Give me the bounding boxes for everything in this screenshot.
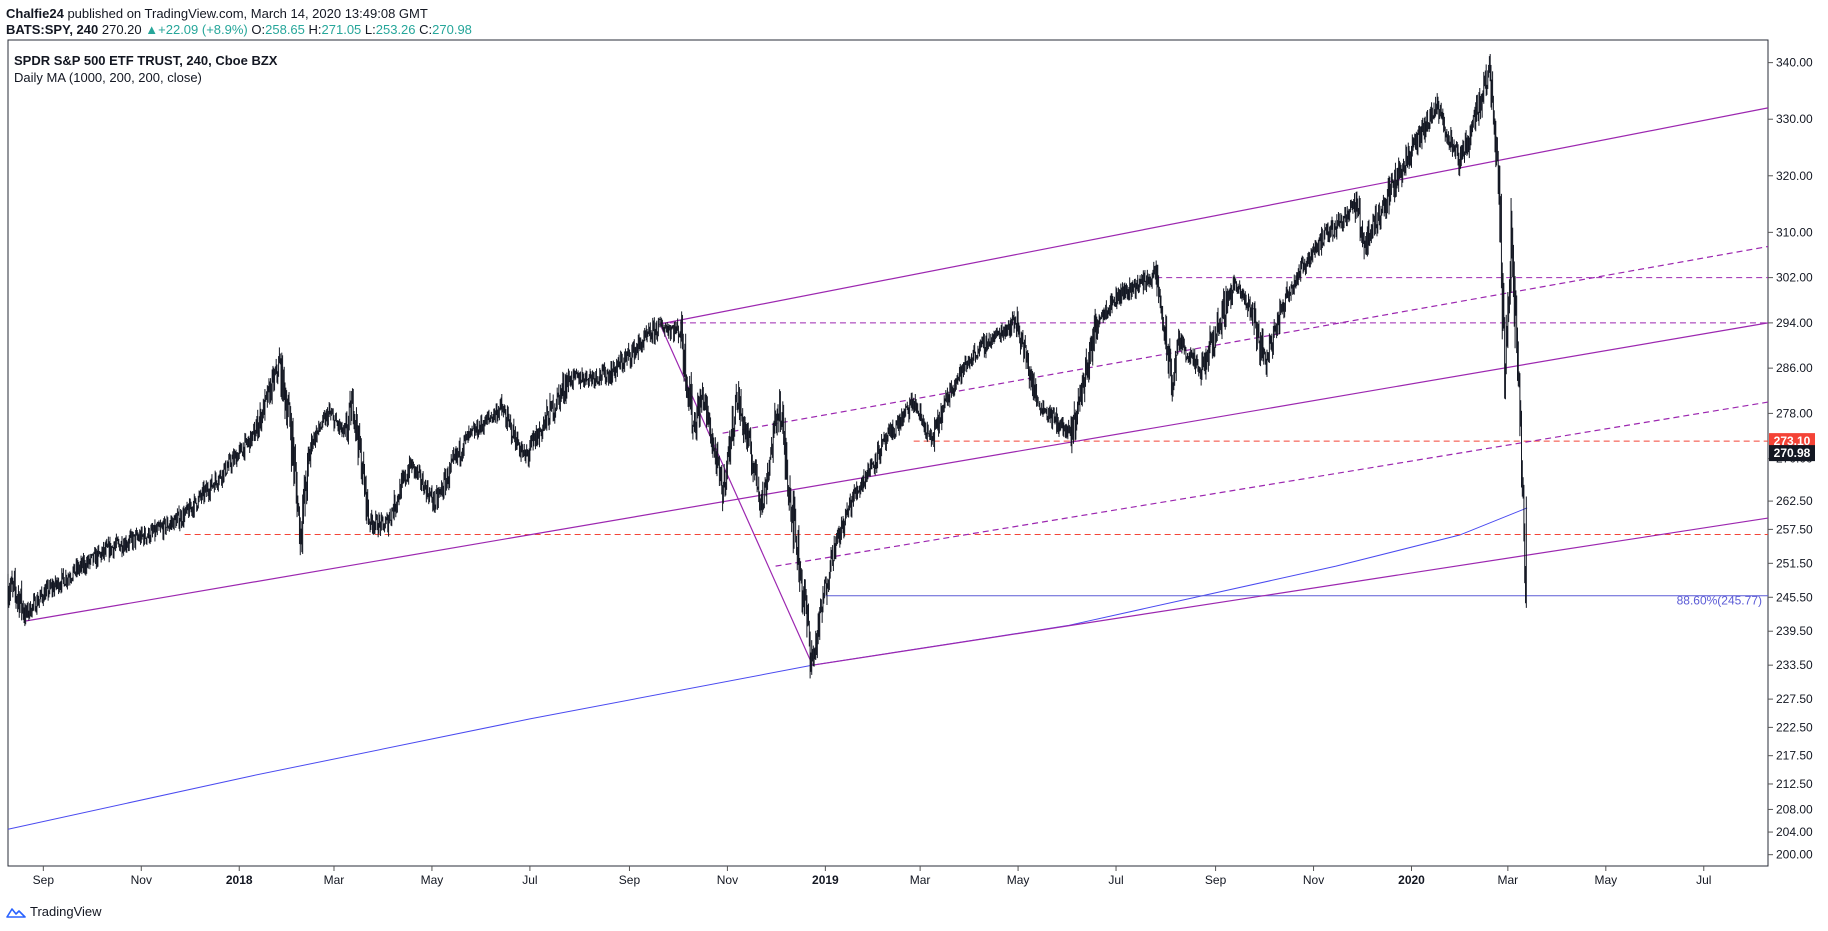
published-text: published on TradingView.com, March 14, … bbox=[67, 6, 428, 21]
y-tick-label: 262.50 bbox=[1776, 494, 1813, 508]
moving-average-line bbox=[7, 507, 1528, 830]
x-tick-label: 2020 bbox=[1398, 873, 1425, 887]
close-value: 270.98 bbox=[432, 22, 472, 37]
x-tick-label: Sep bbox=[619, 873, 641, 887]
y-tick-label: 204.00 bbox=[1776, 825, 1813, 839]
y-tick-label: 251.50 bbox=[1776, 556, 1813, 570]
y-tick-label: 340.00 bbox=[1776, 56, 1813, 70]
low-label: L: bbox=[364, 22, 376, 37]
y-tick-label: 294.00 bbox=[1776, 316, 1813, 330]
x-tick-label: May bbox=[421, 873, 444, 887]
trend-line bbox=[775, 401, 1769, 567]
symbol-label: BATS:SPY, 240 bbox=[6, 22, 99, 37]
x-tick-label: Mar bbox=[324, 873, 345, 887]
x-tick-label: May bbox=[1007, 873, 1030, 887]
high-label: H: bbox=[308, 22, 322, 37]
y-tick-label: 302.00 bbox=[1776, 271, 1813, 285]
fib-level-label: 88.60%(245.77) bbox=[1677, 594, 1762, 608]
tradingview-logo[interactable]: TradingView bbox=[6, 904, 102, 919]
author-name[interactable]: Chalfie24 bbox=[6, 6, 64, 21]
x-tick-label: Jul bbox=[522, 873, 537, 887]
x-tick-label: Mar bbox=[910, 873, 931, 887]
open-label: O: bbox=[251, 22, 266, 37]
x-tick-label: May bbox=[1594, 873, 1617, 887]
x-tick-label: Sep bbox=[33, 873, 55, 887]
up-triangle-icon: ▲ bbox=[145, 22, 159, 37]
y-tick-label: 320.00 bbox=[1776, 169, 1813, 183]
x-tick-label: Nov bbox=[131, 873, 152, 887]
y-tick-label: 227.50 bbox=[1776, 692, 1813, 706]
high-value: 271.05 bbox=[321, 22, 362, 37]
trend-line bbox=[722, 245, 1769, 434]
trend-line bbox=[25, 322, 1769, 622]
last-price: 270.20 bbox=[101, 22, 142, 37]
publish-info: Chalfie24 published on TradingView.com, … bbox=[6, 6, 428, 21]
y-tick-label: 245.50 bbox=[1776, 590, 1813, 604]
x-tick-label: Mar bbox=[1498, 873, 1519, 887]
chart-title: SPDR S&P 500 ETF TRUST, 240, Cboe BZX bbox=[14, 53, 278, 68]
y-tick-label: 212.50 bbox=[1776, 777, 1813, 791]
y-tick-label: 233.50 bbox=[1776, 658, 1813, 672]
y-tick-label: 208.00 bbox=[1776, 802, 1813, 816]
x-tick-label: Jul bbox=[1696, 873, 1711, 887]
price-badge-label: 270.98 bbox=[1774, 446, 1811, 460]
y-tick-label: 286.00 bbox=[1776, 361, 1813, 375]
plot-frame bbox=[7, 39, 1769, 867]
tradingview-cloud-icon bbox=[6, 907, 26, 918]
trend-line bbox=[812, 517, 1769, 666]
trend-line bbox=[659, 107, 1769, 325]
y-tick-label: 257.50 bbox=[1776, 522, 1813, 536]
x-tick-label: Sep bbox=[1205, 873, 1227, 887]
x-tick-label: Jul bbox=[1108, 873, 1123, 887]
y-tick-label: 222.50 bbox=[1776, 720, 1813, 734]
ohlc-line: BATS:SPY, 240 270.20 ▲+22.09 (+8.9%) O:2… bbox=[6, 22, 472, 37]
price-badge bbox=[1769, 445, 1815, 462]
x-tick-label: 2019 bbox=[812, 873, 839, 887]
y-tick-label: 239.50 bbox=[1776, 624, 1813, 638]
price-chart[interactable]: 340.00 330.00 320.00 310.00 302.00 294.00 286.… bbox=[0, 0, 1828, 900]
x-tick-label: 2018 bbox=[226, 873, 253, 887]
y-tick-label: 310.00 bbox=[1776, 225, 1813, 239]
indicator-legend: Daily MA (1000, 200, 200, close) bbox=[14, 70, 202, 85]
y-tick-label: 330.00 bbox=[1776, 112, 1813, 126]
price-change: +22.09 (+8.9%) bbox=[158, 22, 248, 37]
x-tick-label: Nov bbox=[1303, 873, 1324, 887]
y-tick-label: 217.50 bbox=[1776, 749, 1813, 763]
low-value: 253.26 bbox=[375, 22, 416, 37]
brand-label: TradingView bbox=[30, 904, 102, 919]
y-tick-label: 200.00 bbox=[1776, 848, 1813, 862]
price-badge-label: 273.10 bbox=[1774, 434, 1811, 448]
x-tick-label: Nov bbox=[717, 873, 738, 887]
close-label: C: bbox=[419, 22, 433, 37]
y-tick-label: 278.00 bbox=[1776, 406, 1813, 420]
open-value: 258.65 bbox=[265, 22, 305, 37]
